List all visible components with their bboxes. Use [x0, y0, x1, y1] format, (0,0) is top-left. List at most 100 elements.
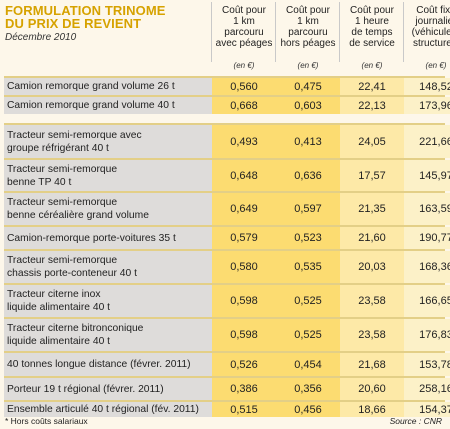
table-row: Tracteur citerne inox liquide alimentaire…: [4, 283, 450, 317]
vehicle-label: Camion remorque grand volume 40 t: [4, 97, 212, 114]
column-separator: [275, 2, 276, 62]
cost-cell: 154,37: [404, 402, 450, 417]
cost-cell: 0,356: [276, 378, 340, 400]
column-header-line: Coût pour: [350, 5, 394, 16]
column-header: Coût pour 1 km parcouru avec péages: [212, 5, 276, 49]
cost-cell: 22,13: [340, 97, 404, 114]
cost-cell: 0,597: [276, 193, 340, 225]
cost-cell: 0,535: [276, 251, 340, 283]
table-row: Ensemble articulé 40 t régional (fév. 20…: [4, 400, 450, 417]
cost-cell: 21,35: [340, 193, 404, 225]
vehicle-label-line: chassis porte-conteneur 40 t: [7, 268, 137, 279]
vehicle-label: 40 tonnes longue distance (févrer. 2011): [4, 353, 212, 376]
column-header-line: de temps: [351, 27, 393, 38]
table-row: Tracteur citerne bitronconique liquide al…: [4, 317, 450, 351]
vehicle-label: Tracteur citerne bitronconique liquide al…: [4, 319, 212, 351]
vehicle-label-line: Tracteur semi-remorque: [7, 163, 118, 175]
table-row: Camion remorque grand volume 26 t 0,560 0,…: [4, 76, 450, 95]
cost-cell: 0,413: [276, 125, 340, 158]
cost-cell: 0,493: [212, 125, 276, 158]
table-title: FORMULATION TRINOME DU PRIX DE REVIENT: [5, 4, 166, 30]
vehicle-label: Tracteur semi-remorque benne céréalière g…: [4, 193, 212, 225]
vehicle-label: Tracteur citerne inox liquide alimentaire…: [4, 285, 212, 317]
cost-cell: 0,598: [212, 285, 276, 317]
vehicle-label-line: Tracteur semi-remorque avec: [7, 129, 142, 141]
cost-cell: 0,456: [276, 402, 340, 417]
vehicle-label: Camion remorque grand volume 26 t: [4, 78, 212, 95]
footnote: * Hors coûts salariaux: [5, 416, 88, 426]
title-line-1: FORMULATION TRINOME: [5, 3, 166, 18]
column-header: Coût pour 1 heure de temps de service: [340, 5, 404, 49]
cost-cell: 0,515: [212, 402, 276, 417]
cost-cell: 176,83: [404, 319, 450, 351]
table-row: Tracteur semi-remorque chassis porte-cont…: [4, 249, 450, 283]
cost-cell: 0,580: [212, 251, 276, 283]
vehicle-label-line: liquide alimentaire 40 t: [7, 336, 111, 347]
cost-cell: 0,579: [212, 227, 276, 249]
vehicle-label: Tracteur semi-remorque benne TP 40 t: [4, 160, 212, 191]
vehicle-label-line: benne TP 40 t: [7, 176, 72, 188]
vehicle-label: Tracteur semi-remorque avec groupe réfrig…: [4, 125, 212, 158]
cost-cell: 20,03: [340, 251, 404, 283]
cost-cell: 221,66: [404, 125, 450, 158]
table-row: Tracteur semi-remorque benne céréalière g…: [4, 191, 450, 225]
column-header: Coût fixejournalier(véhicule +structure)…: [404, 5, 450, 49]
vehicle-label-line: Tracteur semi-remorque: [7, 197, 118, 208]
vehicle-label-line: Ensemble articulé 40 t régional (fév. 20…: [7, 404, 199, 415]
column-unit: (en €): [233, 61, 255, 70]
column-unit: (en €): [297, 61, 319, 70]
cost-cell: 20,60: [340, 378, 404, 400]
vehicle-label: Tracteur semi-remorque chassis porte-cont…: [4, 251, 212, 283]
cost-cell: 0,526: [212, 353, 276, 376]
cost-cell: 23,58: [340, 285, 404, 317]
cost-cell: 0,386: [212, 378, 276, 400]
column-separator: [403, 2, 404, 62]
table-row: Camion remorque grand volume 40 t 0,668 0,…: [4, 95, 450, 114]
source-note: Source : CNR: [389, 416, 442, 426]
cost-cell: 173,96: [404, 97, 450, 114]
vehicle-label-line: Camion-remorque porte-voitures 35 t: [7, 232, 176, 244]
vehicle-label: Porteur 19 t régional (févrer. 2011): [4, 378, 212, 400]
column-header-line: parcouru: [288, 27, 328, 38]
cost-cell: 168,36: [404, 251, 450, 283]
column-header-line: hors péages: [280, 38, 336, 49]
table-row: Tracteur semi-remorque benne TP 40 t 0,648…: [4, 158, 450, 191]
table-subtitle: Décembre 2010: [5, 32, 77, 43]
cost-cell: 22,41: [340, 78, 404, 95]
cost-cell: 163,59: [404, 193, 450, 225]
cost-cell: 190,77: [404, 227, 450, 249]
vehicle-label-line: Tracteur citerne bitronconique: [7, 323, 144, 334]
vehicle-label-line: Porteur 19 t régional (févrer. 2011): [7, 383, 164, 395]
vehicle-label: Camion-remorque porte-voitures 35 t: [4, 227, 212, 249]
table-row: Tracteur semi-remorque avec groupe réfrig…: [4, 123, 450, 158]
cost-cell: 0,649: [212, 193, 276, 225]
cost-cell: 24,05: [340, 125, 404, 158]
cost-cell: 166,65: [404, 285, 450, 317]
column-header-line: 1 km: [297, 16, 319, 27]
title-line-2: DU PRIX DE REVIENT: [5, 16, 142, 31]
table-row: Camion-remorque porte-voitures 35 t 0,579…: [4, 225, 450, 249]
vehicle-label-line: Camion remorque grand volume 40 t: [7, 100, 175, 111]
cost-cell: 145,97: [404, 160, 450, 191]
cost-cell: 0,525: [276, 285, 340, 317]
cost-cell: 148,52: [404, 78, 450, 95]
cost-cell: 0,560: [212, 78, 276, 95]
vehicle-label-line: liquide alimentaire 40 t: [7, 302, 111, 313]
column-header: Coût pour 1 km parcouru hors péages: [276, 5, 340, 49]
cost-cell: 153,78: [404, 353, 450, 376]
vehicle-label: Ensemble articulé 40 t régional (fév. 20…: [4, 402, 212, 417]
cost-cell: 0,525: [276, 319, 340, 351]
cost-cell: 258,16: [404, 378, 450, 400]
table-row: Porteur 19 t régional (févrer. 2011) 0,38…: [4, 376, 450, 400]
column-unit: (en €): [361, 61, 383, 70]
cost-cell: 0,636: [276, 160, 340, 191]
cost-cell: 0,454: [276, 353, 340, 376]
table-row: 40 tonnes longue distance (févrer. 2011)…: [4, 351, 450, 376]
cost-cell: 0,598: [212, 319, 276, 351]
cost-cell: 23,58: [340, 319, 404, 351]
cost-cell: 21,68: [340, 353, 404, 376]
column-header-line: Coût fixe: [416, 5, 450, 16]
column-header-line: avec péages: [215, 38, 273, 49]
column-header-line: 1 km: [233, 16, 255, 27]
column-header-line: (véhicule +: [411, 27, 450, 38]
